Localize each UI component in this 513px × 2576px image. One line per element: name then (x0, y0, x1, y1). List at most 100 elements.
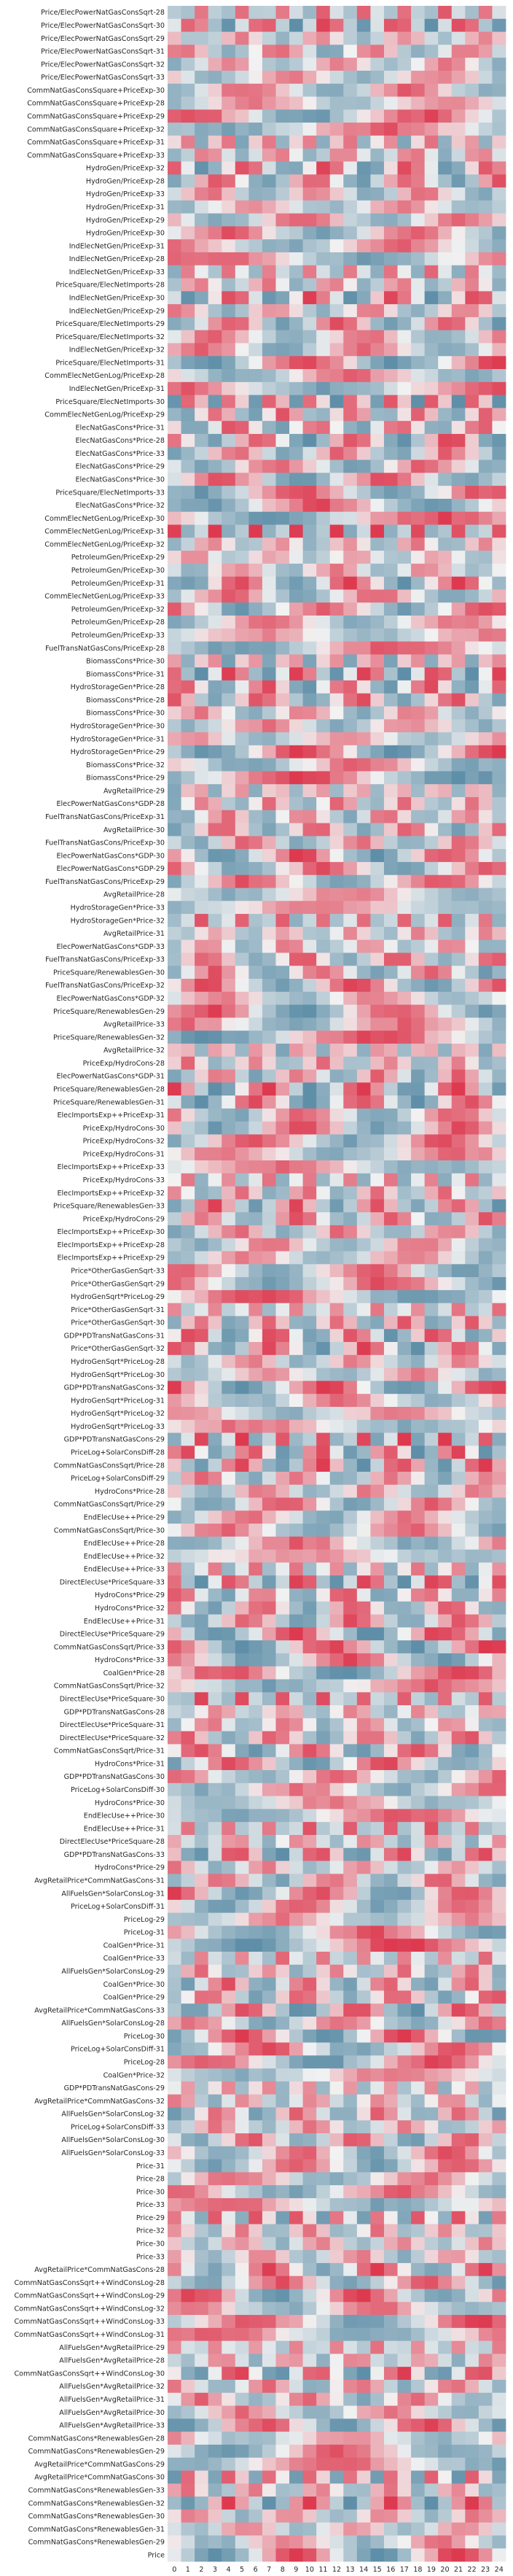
heatmap-cell (222, 1381, 236, 1394)
heatmap-cell (451, 1367, 466, 1381)
heatmap-cell (168, 498, 181, 513)
heatmap-cell (451, 395, 466, 408)
heatmap-cell (316, 1524, 331, 1537)
heatmap-cell (478, 628, 493, 642)
heatmap-cell (181, 1666, 195, 1680)
heatmap-cell (370, 395, 385, 408)
heatmap-cell (316, 1147, 331, 1161)
heatmap-cell (222, 83, 236, 97)
heatmap-cell (235, 1990, 249, 2004)
heatmap-cell (424, 1770, 439, 1784)
heatmap-cell (248, 109, 263, 123)
heatmap-cell (181, 719, 195, 733)
heatmap-cell (222, 459, 236, 473)
heatmap-cell (329, 1679, 344, 1693)
heatmap-cell (465, 1069, 479, 1083)
heatmap-cell (235, 2133, 249, 2147)
heatmap-cell (181, 1847, 195, 1861)
heatmap-cell (411, 200, 426, 214)
heatmap-cell (356, 70, 371, 85)
heatmap-cell (411, 1303, 426, 1316)
heatmap-cell (195, 654, 209, 668)
heatmap-cell (438, 2250, 453, 2264)
heatmap-cell (383, 953, 398, 966)
heatmap-cell (465, 823, 479, 837)
heatmap-cell (248, 2133, 263, 2147)
heatmap-cell (208, 2327, 222, 2342)
heatmap-cell (478, 252, 493, 266)
heatmap-cell (451, 1731, 466, 1745)
heatmap-cell (181, 1459, 195, 1473)
heatmap-cell (451, 2146, 466, 2160)
heatmap-cell (248, 2042, 263, 2056)
row-label: Price/ElecPowerNatGasConsSqrt-28 (41, 9, 165, 17)
heatmap-cell (451, 551, 466, 565)
heatmap-cell (424, 148, 439, 162)
heatmap-cell (370, 2250, 385, 2264)
heatmap-cell (275, 796, 290, 811)
heatmap-cell (316, 1718, 331, 1732)
heatmap-cell (397, 1731, 412, 1745)
heatmap-cell (438, 44, 453, 58)
heatmap-cell (411, 1731, 426, 1745)
heatmap-cell (222, 2185, 236, 2199)
heatmap-cell (195, 901, 209, 915)
heatmap-cell (465, 1342, 479, 1356)
heatmap-cell (411, 2392, 426, 2406)
heatmap-cell (411, 498, 426, 513)
heatmap-cell (465, 2094, 479, 2108)
heatmap-cell (465, 2522, 479, 2536)
heatmap-cell (492, 1069, 506, 1083)
heatmap-cell (302, 446, 317, 460)
heatmap-cell (465, 408, 479, 422)
heatmap-cell (397, 330, 412, 344)
heatmap-cell (356, 1562, 371, 1576)
heatmap-cell (262, 1874, 276, 1888)
heatmap-cell (492, 1912, 506, 1926)
heatmap-cell (424, 1225, 439, 1239)
heatmap-cell (195, 1990, 209, 2004)
heatmap-cell (383, 2522, 398, 2536)
heatmap-cell (492, 18, 506, 32)
heatmap-cell (478, 421, 493, 435)
heatmap-cell (370, 1484, 385, 1498)
heatmap-cell (397, 2522, 412, 2536)
heatmap-cell (411, 874, 426, 888)
heatmap-cell (451, 2003, 466, 2017)
heatmap-cell (451, 1394, 466, 1408)
heatmap-cell (451, 874, 466, 888)
heatmap-cell (208, 1809, 222, 1823)
heatmap-cell (289, 2237, 303, 2251)
heatmap-cell (370, 1225, 385, 1239)
row-label: PriceSquare/ElecNetImports-29 (55, 320, 165, 328)
heatmap-cell (222, 1056, 236, 1070)
heatmap-cell (343, 1782, 358, 1796)
heatmap-cell (438, 1406, 453, 1421)
heatmap-cell (329, 2535, 344, 2549)
heatmap-cell (275, 123, 290, 136)
heatmap-cell (329, 1406, 344, 1421)
heatmap-cell (262, 667, 276, 681)
heatmap-cell (208, 511, 222, 525)
heatmap-cell (275, 2042, 290, 2056)
heatmap-cell (411, 1575, 426, 1589)
heatmap-cell (438, 1731, 453, 1745)
heatmap-cell (222, 369, 236, 383)
heatmap-cell (492, 1432, 506, 1446)
heatmap-cell (262, 654, 276, 668)
heatmap-cell (302, 563, 317, 578)
heatmap-cell (451, 291, 466, 305)
heatmap-cell (275, 861, 290, 876)
heatmap-cell (208, 953, 222, 966)
heatmap-cell (343, 1524, 358, 1537)
heatmap-cell (262, 1796, 276, 1809)
heatmap-cell (465, 2354, 479, 2367)
heatmap-cell (478, 2094, 493, 2108)
heatmap-cell (181, 239, 195, 253)
heatmap-cell (195, 823, 209, 837)
heatmap-cell (438, 343, 453, 357)
heatmap-cell (262, 317, 276, 331)
heatmap-cell (356, 2315, 371, 2329)
heatmap-cell (302, 330, 317, 344)
heatmap-cell (370, 1524, 385, 1537)
